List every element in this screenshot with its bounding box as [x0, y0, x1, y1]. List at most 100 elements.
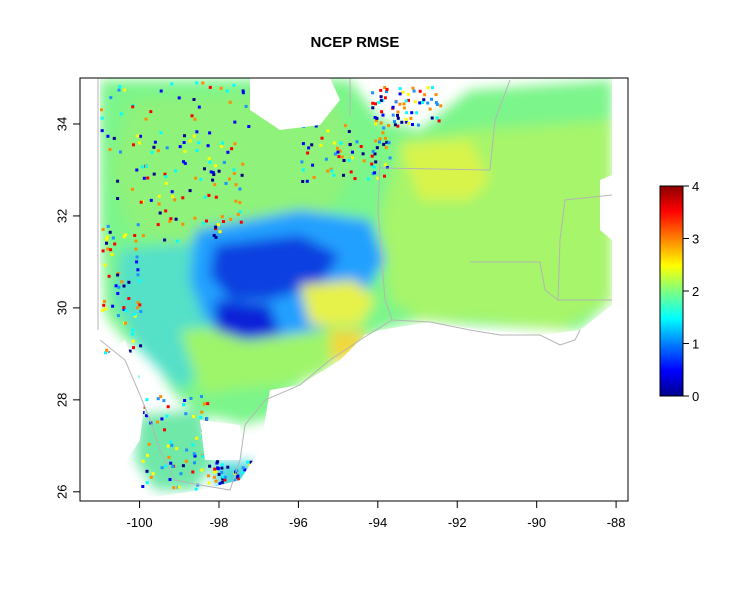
heatmap-cell	[165, 414, 169, 418]
heatmap-cell	[116, 292, 120, 295]
heatmap-cell	[141, 411, 145, 414]
heatmap-cell	[396, 124, 400, 128]
heatmap-cell	[393, 123, 397, 127]
heatmap-cell	[396, 113, 399, 117]
heatmap-cell	[214, 225, 218, 229]
heatmap-cell	[300, 160, 304, 164]
heatmap-cell	[138, 303, 142, 307]
heatmap-cell	[388, 156, 392, 160]
heatmap-cell	[114, 284, 118, 288]
heatmap-cell	[377, 101, 381, 104]
heatmap-cell	[100, 116, 104, 120]
heatmap-cell	[435, 116, 439, 120]
heatmap-cell	[150, 150, 154, 154]
heatmap-cell	[351, 156, 354, 160]
heatmap-cell	[122, 306, 126, 310]
heatmap-cell	[396, 116, 400, 120]
heatmap-cell	[374, 139, 378, 143]
heatmap-cell	[306, 151, 310, 155]
heatmap-cell	[214, 479, 218, 483]
heatmap-cell	[411, 123, 414, 126]
heatmap-cell	[407, 121, 411, 125]
heatmap-cell	[156, 223, 160, 227]
heatmap-cell	[394, 100, 398, 104]
heatmap-cell	[228, 100, 232, 104]
heatmap-cell	[378, 140, 381, 144]
x-tick-label: -88	[607, 515, 626, 530]
heatmap-cell	[409, 116, 413, 120]
heatmap-cell	[305, 179, 309, 183]
heatmap-cell	[108, 148, 112, 151]
heatmap-cell	[336, 150, 340, 154]
heatmap-cell	[163, 172, 167, 176]
heatmap-cell	[175, 447, 179, 451]
heatmap-cell	[106, 224, 110, 228]
heatmap-cell	[138, 279, 142, 283]
heatmap-cell	[301, 168, 305, 172]
heatmap-cell	[400, 120, 404, 124]
missing-data-north	[250, 78, 340, 130]
heatmap-cell	[193, 216, 197, 220]
heatmap-cell	[145, 164, 148, 168]
heatmap-cell	[163, 428, 166, 432]
heatmap-cell	[167, 455, 171, 459]
heatmap-cell	[301, 142, 305, 146]
heatmap-cell	[337, 155, 341, 159]
heatmap-cell	[213, 467, 217, 471]
heatmap-cell	[188, 139, 192, 143]
missing-data-south-gap	[200, 420, 240, 460]
heatmap-cell	[146, 453, 149, 457]
heatmap-cell	[152, 145, 156, 149]
heatmap-cell	[141, 234, 145, 238]
heatmap-cell	[221, 475, 225, 479]
heatmap-cell	[374, 119, 378, 122]
missing-data-west	[80, 78, 100, 500]
heatmap-cell	[238, 187, 242, 191]
x-tick-label: -92	[448, 515, 467, 530]
heatmap-cell	[166, 444, 170, 448]
heatmap-cell	[232, 83, 236, 87]
heatmap-cell	[333, 152, 337, 156]
heatmap-cell	[214, 470, 218, 474]
heatmap-cell	[411, 86, 415, 90]
heatmap-cell	[139, 200, 143, 204]
heatmap-cell	[101, 308, 105, 312]
heatmap-cell	[383, 174, 386, 178]
heatmap-cell	[208, 85, 212, 89]
heatmap-cell	[145, 414, 148, 418]
heatmap-cell	[407, 98, 410, 102]
heatmap-cell	[417, 123, 420, 127]
heatmap-cell	[402, 102, 406, 106]
heatmap-cell	[220, 215, 224, 219]
heatmap-cell	[319, 143, 323, 147]
heatmap-cell	[333, 141, 336, 145]
heatmap-cell	[159, 131, 163, 135]
heatmap-cell	[232, 168, 236, 172]
heatmap-cell	[133, 314, 137, 318]
heatmap-cell	[135, 255, 139, 259]
heatmap-cell	[124, 309, 128, 313]
heatmap-cell	[131, 105, 135, 109]
heatmap-cell	[101, 249, 105, 253]
heatmap-cell	[191, 470, 195, 474]
heatmap-cell	[182, 403, 186, 407]
x-tick-label: -94	[368, 515, 387, 530]
heatmap-cell	[383, 96, 387, 100]
heatmap-cell	[201, 81, 205, 85]
heatmap-cell	[106, 134, 110, 138]
heatmap-cell	[206, 402, 210, 406]
heatmap-cell	[324, 157, 328, 161]
heatmap-cell	[220, 471, 224, 474]
y-tick-label: 34	[54, 117, 69, 131]
heatmap-cell	[131, 187, 134, 191]
heatmap-cell	[132, 346, 135, 350]
heatmap-cell	[336, 146, 339, 150]
gulf-of-mexico-area	[80, 305, 628, 501]
heatmap-cell	[101, 227, 105, 231]
heatmap-cell	[134, 247, 138, 251]
heatmap-cell	[134, 239, 138, 243]
heatmap-cell	[103, 263, 107, 267]
heatmap-cell	[413, 100, 417, 104]
heatmap-cell	[141, 459, 145, 463]
heatmap-cell	[234, 199, 238, 203]
